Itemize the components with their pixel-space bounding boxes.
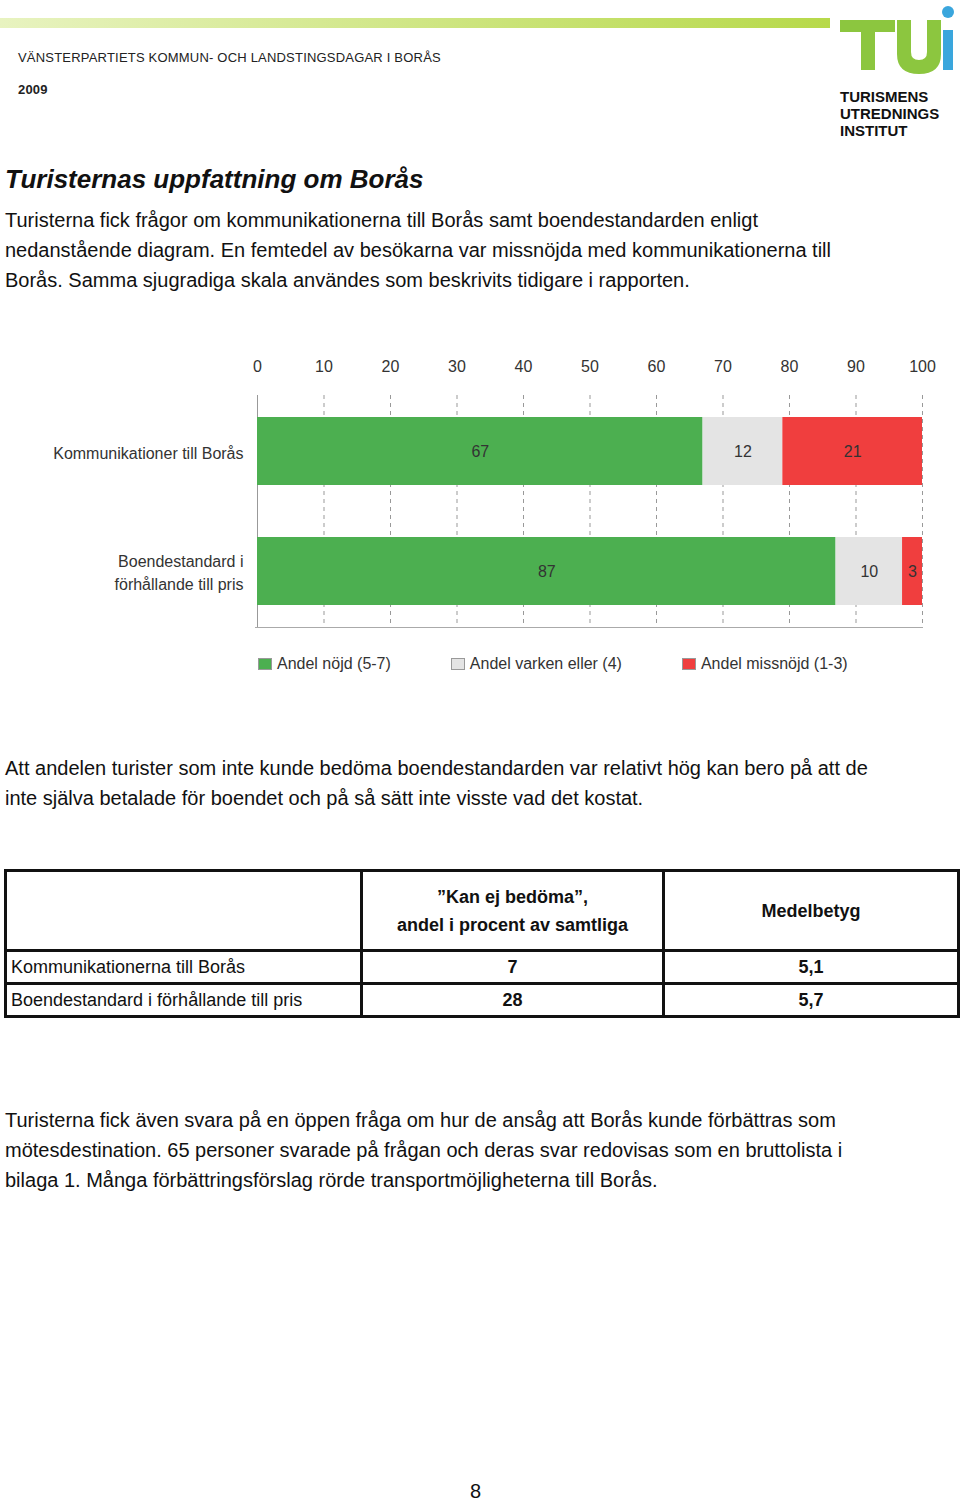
- svg-text:20: 20: [382, 358, 400, 375]
- html-text:7: 7: [507, 956, 518, 977]
- html-text:Turisterna fick frågor om komm: Turisterna fick frågor om kommunikatione…: [5, 209, 758, 231]
- html-text:Boendestandard i förhållande t: Boendestandard i förhållande till pris: [11, 989, 303, 1010]
- svg-text:60: 60: [648, 358, 666, 375]
- html-text:mötesdestination. 65 personer: mötesdestination. 65 personer svarade på…: [5, 1139, 843, 1161]
- svg-text:30: 30: [448, 358, 466, 375]
- svg-text:0: 0: [253, 358, 262, 375]
- html-text:5,7: 5,7: [798, 989, 824, 1010]
- html-text:2009: 2009: [18, 82, 48, 97]
- svg-text:90: 90: [847, 358, 865, 375]
- svg-text:100: 100: [909, 358, 936, 375]
- svg-text:50: 50: [581, 358, 599, 375]
- html-text:8: 8: [470, 1480, 482, 1502]
- html-text:Andel nöjd (5-7): Andel nöjd (5-7): [277, 655, 391, 672]
- svg-text:21: 21: [844, 443, 862, 460]
- html-text:Turisternas uppfattning om Bor: Turisternas uppfattning om Borås: [5, 164, 424, 194]
- html-text:Att andelen turister som inte: Att andelen turister som inte kunde bedö…: [5, 757, 868, 779]
- html-text:5,1: 5,1: [798, 956, 824, 977]
- svg-text:3: 3: [908, 563, 917, 580]
- svg-text:87: 87: [538, 563, 556, 580]
- html-text:TURISMENS: TURISMENS: [840, 88, 929, 105]
- svg-text:Boendestandard iförhållande ti: Boendestandard iförhållande till pris: [115, 553, 244, 592]
- html-text:nedanstående diagram. En femte: nedanstående diagram. En femtedel av bes…: [5, 239, 831, 261]
- html-text:Andel missnöjd (1-3): Andel missnöjd (1-3): [700, 655, 848, 672]
- html-text:Medelbetyg: Medelbetyg: [761, 900, 861, 921]
- html-text:andel i procent av samtliga: andel i procent av samtliga: [397, 914, 628, 935]
- svg-text:10: 10: [315, 358, 333, 375]
- html-text:Kommunikationerna till Borås: Kommunikationerna till Borås: [11, 956, 246, 977]
- svg-text:40: 40: [515, 358, 533, 375]
- html-text:Andel varken eller (4): Andel varken eller (4): [469, 655, 622, 672]
- svg-text:10: 10: [860, 563, 878, 580]
- html-text:UTREDNINGS: UTREDNINGS: [840, 105, 940, 122]
- html-text:inte själva betalade för boend: inte själva betalade för boendet och på …: [5, 787, 644, 809]
- html-text:28: 28: [502, 989, 523, 1010]
- svg-text:12: 12: [734, 443, 752, 460]
- html-text:Borås. Samma sjugradiga skala: Borås. Samma sjugradiga skala användes s…: [5, 269, 690, 291]
- html-text:”Kan ej bedöma”,: ”Kan ej bedöma”,: [437, 886, 588, 907]
- html-text:INSTITUT: INSTITUT: [840, 122, 908, 139]
- html-text:VÄNSTERPARTIETS KOMMUN- OCH LA: VÄNSTERPARTIETS KOMMUN- OCH LANDSTINGSDA…: [18, 50, 441, 65]
- svg-text:80: 80: [781, 358, 799, 375]
- svg-text:70: 70: [714, 358, 732, 375]
- svg-text:67: 67: [471, 443, 489, 460]
- html-text:Turisterna fick även svara på: Turisterna fick även svara på en öppen f…: [5, 1109, 836, 1131]
- svg-text:Kommunikationer till Borås: Kommunikationer till Borås: [53, 445, 243, 462]
- html-text:bilaga 1. Många förbättringsfö: bilaga 1. Många förbättringsförslag rörd…: [5, 1169, 658, 1191]
